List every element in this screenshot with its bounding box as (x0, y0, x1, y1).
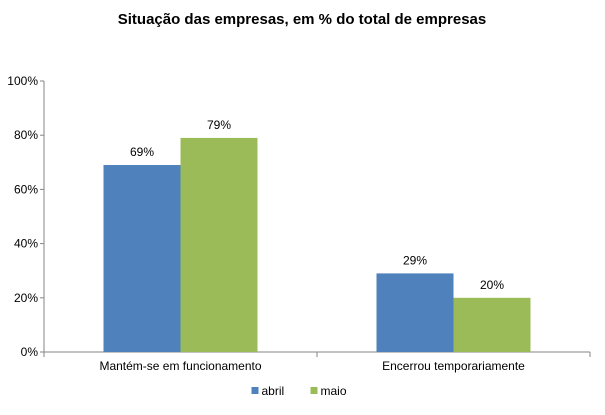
bar-maio (453, 297, 531, 352)
bar-abril (376, 273, 454, 352)
y-tick-label: 20% (14, 291, 38, 305)
data-label: 79% (207, 118, 231, 132)
data-label: 20% (480, 278, 504, 292)
legend-swatch-abril (251, 387, 259, 394)
bar-maio (180, 137, 258, 352)
y-tick-label: 100% (7, 74, 38, 88)
bars: 69% 79% 29% 20% (103, 118, 531, 352)
category-label: Encerrou temporariamente (382, 359, 525, 373)
y-tick-label: 80% (14, 128, 38, 142)
chart-title: Situação das empresas, em % do total de … (118, 11, 486, 28)
y-tick-label: 0% (21, 345, 39, 359)
data-label: 29% (403, 253, 427, 267)
bar-abril (103, 165, 181, 352)
legend-label-abril: abril (262, 384, 285, 398)
legend-label-maio: maio (321, 384, 347, 398)
legend: abril maio (251, 384, 347, 398)
y-tick-label: 60% (14, 182, 38, 196)
y-tick-label: 40% (14, 237, 38, 251)
category-label: Mantém-se em funcionamento (99, 359, 261, 373)
axes: 0% 20% 40% 60% 80% 100% Mantém-se em funcionam… (7, 74, 591, 373)
data-label: 69% (130, 145, 154, 159)
legend-swatch-maio (310, 387, 318, 394)
